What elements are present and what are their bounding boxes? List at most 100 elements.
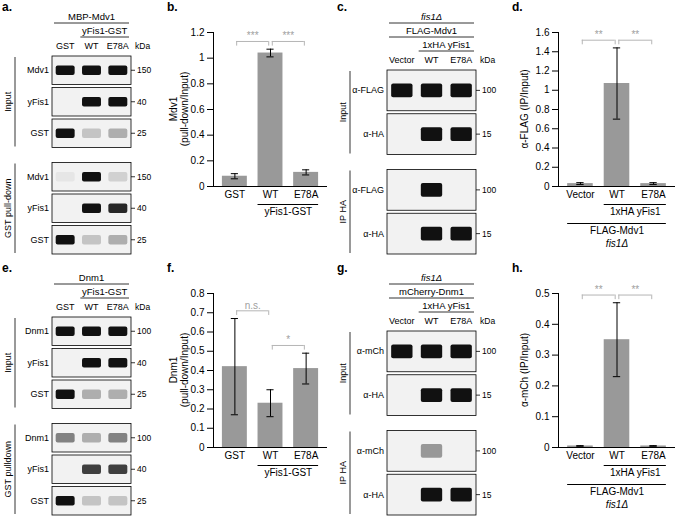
svg-text:1xHA yFis1: 1xHA yFis1 [610, 206, 661, 217]
svg-text:yFis1-GST: yFis1-GST [82, 286, 128, 297]
svg-text:**: ** [595, 284, 603, 295]
svg-text:Vector: Vector [389, 316, 415, 326]
svg-text:0: 0 [544, 442, 550, 453]
svg-text:Dnm1: Dnm1 [25, 433, 49, 443]
svg-text:WT: WT [263, 450, 279, 461]
svg-text:yFis1-GST: yFis1-GST [264, 206, 312, 217]
svg-text:MBP-Mdv1: MBP-Mdv1 [68, 11, 115, 22]
svg-text:Input: Input [338, 102, 348, 123]
svg-text:40: 40 [137, 358, 147, 368]
svg-text:WT: WT [425, 316, 439, 326]
svg-text:100: 100 [482, 446, 496, 456]
svg-text:GST: GST [30, 496, 49, 506]
svg-text:Vector: Vector [566, 450, 595, 461]
svg-text:0.2: 0.2 [191, 155, 205, 166]
svg-text:0.2: 0.2 [536, 161, 550, 172]
svg-text:0.8: 0.8 [191, 78, 205, 89]
svg-text:150: 150 [137, 172, 151, 182]
svg-text:WT: WT [85, 41, 99, 51]
svg-text:fis1Δ: fis1Δ [421, 11, 442, 22]
svg-text:0.4: 0.4 [536, 319, 550, 330]
svg-text:kDa: kDa [135, 302, 150, 312]
svg-text:yFis1-GST: yFis1-GST [82, 25, 128, 36]
svg-text:**: ** [595, 29, 603, 40]
svg-text:*: * [286, 334, 290, 345]
svg-text:100: 100 [482, 346, 496, 356]
svg-text:0.1: 0.1 [191, 422, 205, 433]
svg-text:mCherry-Dnm1: mCherry-Dnm1 [399, 286, 464, 297]
svg-text:yFis1-GST: yFis1-GST [264, 467, 312, 478]
svg-text:E78A: E78A [294, 189, 319, 200]
svg-text:WT: WT [609, 450, 625, 461]
svg-text:α-HA: α-HA [363, 129, 384, 139]
svg-text:WT: WT [425, 55, 439, 65]
svg-text:FLAG-Mdv1: FLAG-Mdv1 [406, 25, 457, 36]
svg-text:GST pull-down: GST pull-down [3, 179, 13, 238]
svg-text:***: *** [247, 30, 259, 41]
svg-text:E78A: E78A [294, 450, 319, 461]
svg-text:0.3: 0.3 [191, 384, 205, 395]
svg-text:**: ** [631, 29, 639, 40]
svg-text:kDa: kDa [480, 316, 495, 326]
svg-text:fis1Δ: fis1Δ [606, 238, 629, 249]
svg-text:1xHA yFis1: 1xHA yFis1 [422, 39, 470, 50]
svg-text:Input: Input [3, 91, 13, 112]
svg-text:Vector: Vector [566, 189, 595, 200]
svg-text:1.4: 1.4 [536, 46, 550, 57]
svg-text:E78A: E78A [450, 316, 472, 326]
svg-text:0.6: 0.6 [536, 123, 550, 134]
svg-text:WT: WT [85, 302, 99, 312]
svg-text:Input: Input [3, 352, 13, 373]
svg-text:FLAG-Mdv1: FLAG-Mdv1 [590, 486, 644, 497]
svg-text:fis1Δ: fis1Δ [421, 272, 442, 283]
svg-text:0.8: 0.8 [191, 288, 205, 299]
svg-text:yFis1: yFis1 [27, 464, 49, 474]
svg-text:100: 100 [482, 185, 496, 195]
svg-text:0: 0 [199, 181, 205, 192]
svg-text:0.8: 0.8 [536, 104, 550, 115]
svg-text:IP HA: IP HA [338, 200, 348, 223]
svg-text:WT: WT [609, 189, 625, 200]
svg-text:WT: WT [263, 189, 279, 200]
svg-text:1: 1 [199, 52, 205, 63]
svg-text:0.4: 0.4 [536, 142, 550, 153]
svg-text:Mdv1: Mdv1 [27, 172, 49, 182]
svg-text:0.4: 0.4 [191, 365, 205, 376]
svg-text:**: ** [631, 284, 639, 295]
svg-text:0.2: 0.2 [536, 380, 550, 391]
svg-text:1xHA yFis1: 1xHA yFis1 [422, 300, 470, 311]
svg-text:0.5: 0.5 [191, 345, 205, 356]
svg-text:0: 0 [199, 442, 205, 453]
svg-text:yFis1: yFis1 [27, 358, 49, 368]
svg-text:IP HA: IP HA [338, 461, 348, 484]
svg-text:0.7: 0.7 [191, 307, 205, 318]
svg-text:α-FLAG: α-FLAG [352, 185, 384, 195]
svg-text:GST: GST [225, 450, 246, 461]
svg-text:0.6: 0.6 [191, 326, 205, 337]
svg-text:α-FLAG: α-FLAG [352, 85, 384, 95]
svg-text:yFis1: yFis1 [27, 97, 49, 107]
svg-text:15: 15 [482, 229, 492, 239]
svg-text:α-HA: α-HA [363, 490, 384, 500]
svg-text:1.6: 1.6 [536, 27, 550, 38]
svg-text:Vector: Vector [389, 55, 415, 65]
svg-text:GST: GST [30, 235, 49, 245]
svg-text:0: 0 [544, 181, 550, 192]
svg-text:150: 150 [137, 65, 151, 75]
svg-text:Input: Input [338, 363, 348, 384]
svg-text:15: 15 [482, 129, 492, 139]
svg-text:GST: GST [225, 189, 246, 200]
svg-text:100: 100 [137, 326, 151, 336]
svg-text:0.5: 0.5 [536, 288, 550, 299]
svg-text:α-HA: α-HA [363, 229, 384, 239]
svg-text:Mdv1: Mdv1 [27, 65, 49, 75]
svg-text:15: 15 [482, 490, 492, 500]
svg-text:n.s.: n.s. [245, 300, 261, 311]
svg-text:GST: GST [30, 128, 49, 138]
svg-text:40: 40 [137, 464, 147, 474]
svg-text:1.2: 1.2 [191, 27, 205, 38]
svg-text:GST: GST [56, 41, 75, 51]
svg-text:E78A: E78A [107, 302, 129, 312]
svg-text:100: 100 [482, 85, 496, 95]
svg-text:1xHA yFis1: 1xHA yFis1 [610, 467, 661, 478]
